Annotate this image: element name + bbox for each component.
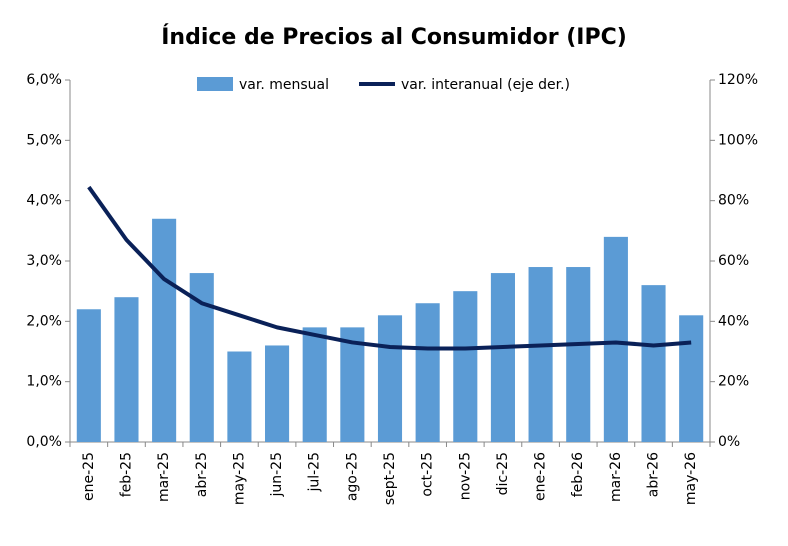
x-tick-label: jun-25 <box>269 452 285 498</box>
legend-swatch <box>197 77 233 91</box>
y-tick-label: 5,0% <box>26 132 62 148</box>
y2-tick-label: 60% <box>718 253 749 269</box>
bar <box>76 309 101 442</box>
x-tick-label: nov-25 <box>457 452 473 500</box>
y2-tick-label: 100% <box>718 132 758 148</box>
y-tick-label: 1,0% <box>26 374 62 390</box>
bar <box>490 273 515 442</box>
bar <box>528 267 553 442</box>
legend-label: var. interanual (eje der.) <box>401 77 570 93</box>
y2-tick-label: 20% <box>718 374 749 390</box>
bar <box>340 327 365 442</box>
x-tick-label: abr-25 <box>194 452 210 497</box>
bar <box>377 315 403 442</box>
x-tick-label: feb-26 <box>570 452 586 497</box>
bar <box>641 285 666 442</box>
x-tick-label: mar-25 <box>156 452 172 502</box>
legend-label: var. mensual <box>239 77 329 93</box>
bar <box>114 297 139 442</box>
x-tick-label: may-26 <box>683 452 699 505</box>
bar <box>566 267 591 442</box>
x-tick-label: mar-26 <box>608 452 624 502</box>
y-tick-label: 2,0% <box>26 313 62 329</box>
y2-tick-label: 80% <box>718 193 749 209</box>
y2-tick-label: 40% <box>718 313 749 329</box>
y2-tick-label: 120% <box>718 72 758 88</box>
x-tick-label: feb-25 <box>118 452 134 497</box>
bar <box>603 236 628 442</box>
x-tick-label: ene-26 <box>533 452 549 501</box>
y2-tick-label: 0% <box>718 434 740 450</box>
x-tick-label: oct-25 <box>420 452 436 497</box>
y-tick-label: 4,0% <box>26 193 62 209</box>
bar <box>415 303 440 442</box>
y-tick-label: 0,0% <box>26 434 62 450</box>
chart-title: Índice de Precios al Consumidor (IPC) <box>161 24 627 50</box>
bar <box>453 291 478 442</box>
bar <box>265 345 290 442</box>
x-tick-label: jul-25 <box>307 452 323 493</box>
x-tick-label: ene-25 <box>81 452 97 501</box>
x-tick-label: may-25 <box>231 452 247 505</box>
line <box>87 185 692 351</box>
bar <box>302 327 327 442</box>
x-tick-label: abr-26 <box>646 452 662 497</box>
bar <box>679 315 704 442</box>
x-tick-label: sept-25 <box>382 452 398 505</box>
bar <box>227 351 252 442</box>
x-tick-label: dic-25 <box>495 452 511 495</box>
y-tick-label: 6,0% <box>26 72 62 88</box>
bar <box>152 218 177 442</box>
y-tick-label: 3,0% <box>26 253 62 269</box>
x-tick-label: ago-25 <box>344 452 360 501</box>
